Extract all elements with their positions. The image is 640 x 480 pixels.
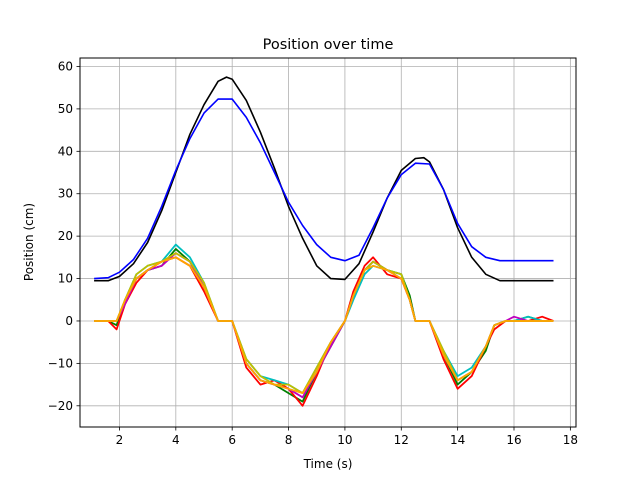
series-layer [94,76,554,407]
y-tick-label: 20 [58,229,73,243]
y-tick-label: 50 [58,102,73,116]
series-line-8 [94,256,554,395]
y-tick-label: 0 [65,314,73,328]
x-tick-label: 16 [506,433,521,447]
y-axis: −20 −10 0 10 20 30 40 50 60 [48,59,80,413]
chart-title: Position over time [263,37,394,53]
x-tick-label: 8 [285,433,293,447]
plot-frame [79,57,577,428]
y-tick-label: 60 [58,59,73,73]
x-tick-label: 4 [172,433,180,447]
x-axis-label: Time (s) [303,457,353,471]
y-tick-label: −10 [48,356,73,370]
x-tick-label: 12 [394,433,409,447]
y-tick-label: 40 [58,144,73,158]
y-tick-label: 30 [58,187,73,201]
y-tick-label: 10 [58,272,73,286]
series-line-2 [94,98,554,280]
y-axis-label: Position (cm) [22,203,36,281]
x-tick-label: 2 [116,433,124,447]
x-tick-label: 6 [228,433,236,447]
y-tick-label: −20 [48,399,73,413]
series-line-1 [94,76,554,282]
x-tick-label: 10 [337,433,352,447]
x-tick-label: 14 [450,433,465,447]
x-axis: 2 4 6 8 10 12 14 16 18 [116,427,578,447]
x-tick-label: 18 [563,433,578,447]
